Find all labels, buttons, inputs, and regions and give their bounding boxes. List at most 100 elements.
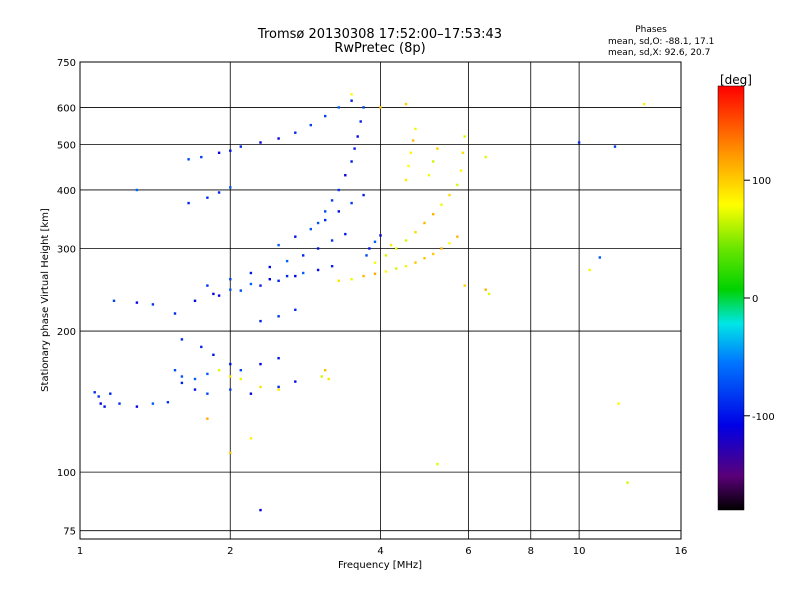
y-axis-ticks: 75 100 200 300 400 500 600 750 xyxy=(57,58,76,538)
x-mode-point xyxy=(327,377,330,381)
o-mode-point xyxy=(337,210,340,213)
o-mode-point xyxy=(97,395,100,398)
x-mode-point xyxy=(456,183,459,187)
o-mode-point xyxy=(249,392,253,395)
x-mode-point xyxy=(414,261,417,264)
x-mode-point xyxy=(277,388,280,391)
plot-frame xyxy=(79,61,682,540)
o-mode-point xyxy=(350,99,353,102)
y-tick-label: 200 xyxy=(57,327,76,338)
o-mode-point xyxy=(277,385,280,389)
x-mode-point xyxy=(384,254,388,257)
x-tick-label: 1 xyxy=(77,546,83,557)
o-mode-point xyxy=(277,243,280,247)
x-mode-point xyxy=(373,272,377,275)
o-mode-point xyxy=(217,191,221,194)
x-mode-point xyxy=(324,369,327,372)
x-mode-point xyxy=(404,265,408,268)
x-mode-point xyxy=(436,462,439,466)
x-mode-point xyxy=(249,437,253,440)
o-mode-point xyxy=(99,402,102,405)
x-mode-point xyxy=(456,235,459,238)
x-tick-label: 16 xyxy=(675,546,688,557)
x-mode-point xyxy=(436,147,439,150)
x-axis-ticks: 1 2 4 6 8 10 16 xyxy=(77,546,688,557)
o-mode-point xyxy=(151,303,155,306)
x-mode-point xyxy=(414,127,417,131)
o-mode-point xyxy=(180,338,184,341)
x-tick-label: 4 xyxy=(377,546,383,557)
o-mode-point xyxy=(187,158,190,161)
o-mode-point xyxy=(598,256,601,259)
o-mode-point xyxy=(173,369,177,372)
o-mode-point xyxy=(212,292,215,296)
x-mode-point xyxy=(461,151,465,154)
o-mode-point xyxy=(294,131,297,134)
o-mode-point xyxy=(259,284,262,287)
x-mode-point xyxy=(239,377,242,381)
o-mode-point xyxy=(277,279,280,282)
o-mode-point xyxy=(229,149,232,152)
o-mode-point xyxy=(118,402,121,405)
o-mode-point xyxy=(239,289,242,292)
o-mode-point xyxy=(285,274,289,278)
x-mode-point xyxy=(404,239,408,242)
o-mode-point xyxy=(180,375,184,378)
x-mode-point xyxy=(411,139,415,142)
chart-subtitle: RwPretec (8p) xyxy=(334,41,425,56)
colorbar-label: [deg] xyxy=(720,73,752,87)
o-mode-point xyxy=(249,271,253,275)
o-mode-point xyxy=(229,388,232,391)
o-mode-point xyxy=(285,259,289,263)
x-mode-point xyxy=(229,375,232,378)
o-mode-point xyxy=(173,312,177,315)
x-axis-label: Frequency [MHz] xyxy=(338,560,422,571)
o-mode-point xyxy=(337,188,340,192)
x-mode-point xyxy=(379,106,382,109)
y-tick-label: 300 xyxy=(57,245,76,256)
o-mode-point xyxy=(309,227,312,231)
y-tick-label: 750 xyxy=(57,58,76,69)
x-mode-point xyxy=(206,417,209,420)
o-mode-point xyxy=(268,265,271,269)
o-mode-point xyxy=(309,123,312,127)
o-mode-point xyxy=(577,141,581,144)
o-mode-point xyxy=(212,353,215,356)
o-mode-point xyxy=(239,369,242,372)
o-mode-point xyxy=(337,106,340,109)
o-mode-point xyxy=(379,234,382,237)
colorbar-tick-label: 0 xyxy=(752,294,758,305)
o-mode-point xyxy=(302,271,305,275)
x-tick-label: 6 xyxy=(465,546,471,557)
o-mode-point xyxy=(316,268,320,272)
x-mode-point xyxy=(414,231,417,234)
x-mode-point xyxy=(229,451,232,454)
x-tick-label: 10 xyxy=(573,546,586,557)
o-mode-point xyxy=(294,308,297,311)
o-mode-point xyxy=(259,141,262,144)
x-mode-point xyxy=(487,292,491,296)
o-mode-point xyxy=(359,120,362,123)
o-mode-point xyxy=(365,254,368,257)
o-mode-point xyxy=(344,174,347,177)
o-mode-point xyxy=(302,254,305,257)
o-mode-point xyxy=(330,265,334,268)
o-mode-point xyxy=(613,145,617,148)
o-mode-point xyxy=(259,362,262,366)
o-mode-point xyxy=(249,282,253,286)
o-mode-point xyxy=(180,381,184,385)
o-mode-point xyxy=(135,301,139,304)
o-mode-point xyxy=(368,247,371,250)
o-mode-point xyxy=(193,388,197,391)
data-points xyxy=(93,93,646,512)
x-mode-point xyxy=(463,135,466,138)
x-mode-point xyxy=(404,178,408,182)
stats-heading: Phases xyxy=(635,25,667,35)
o-mode-point xyxy=(330,199,334,202)
y-axis-label: Stationary phase Virtual Height [km] xyxy=(40,208,51,392)
chart-title: Tromsø 20130308 17:52:00–17:53:43 xyxy=(257,27,502,42)
o-mode-point xyxy=(316,221,320,225)
x-mode-point xyxy=(362,274,365,278)
x-mode-point xyxy=(337,279,340,282)
x-mode-point xyxy=(484,155,487,159)
